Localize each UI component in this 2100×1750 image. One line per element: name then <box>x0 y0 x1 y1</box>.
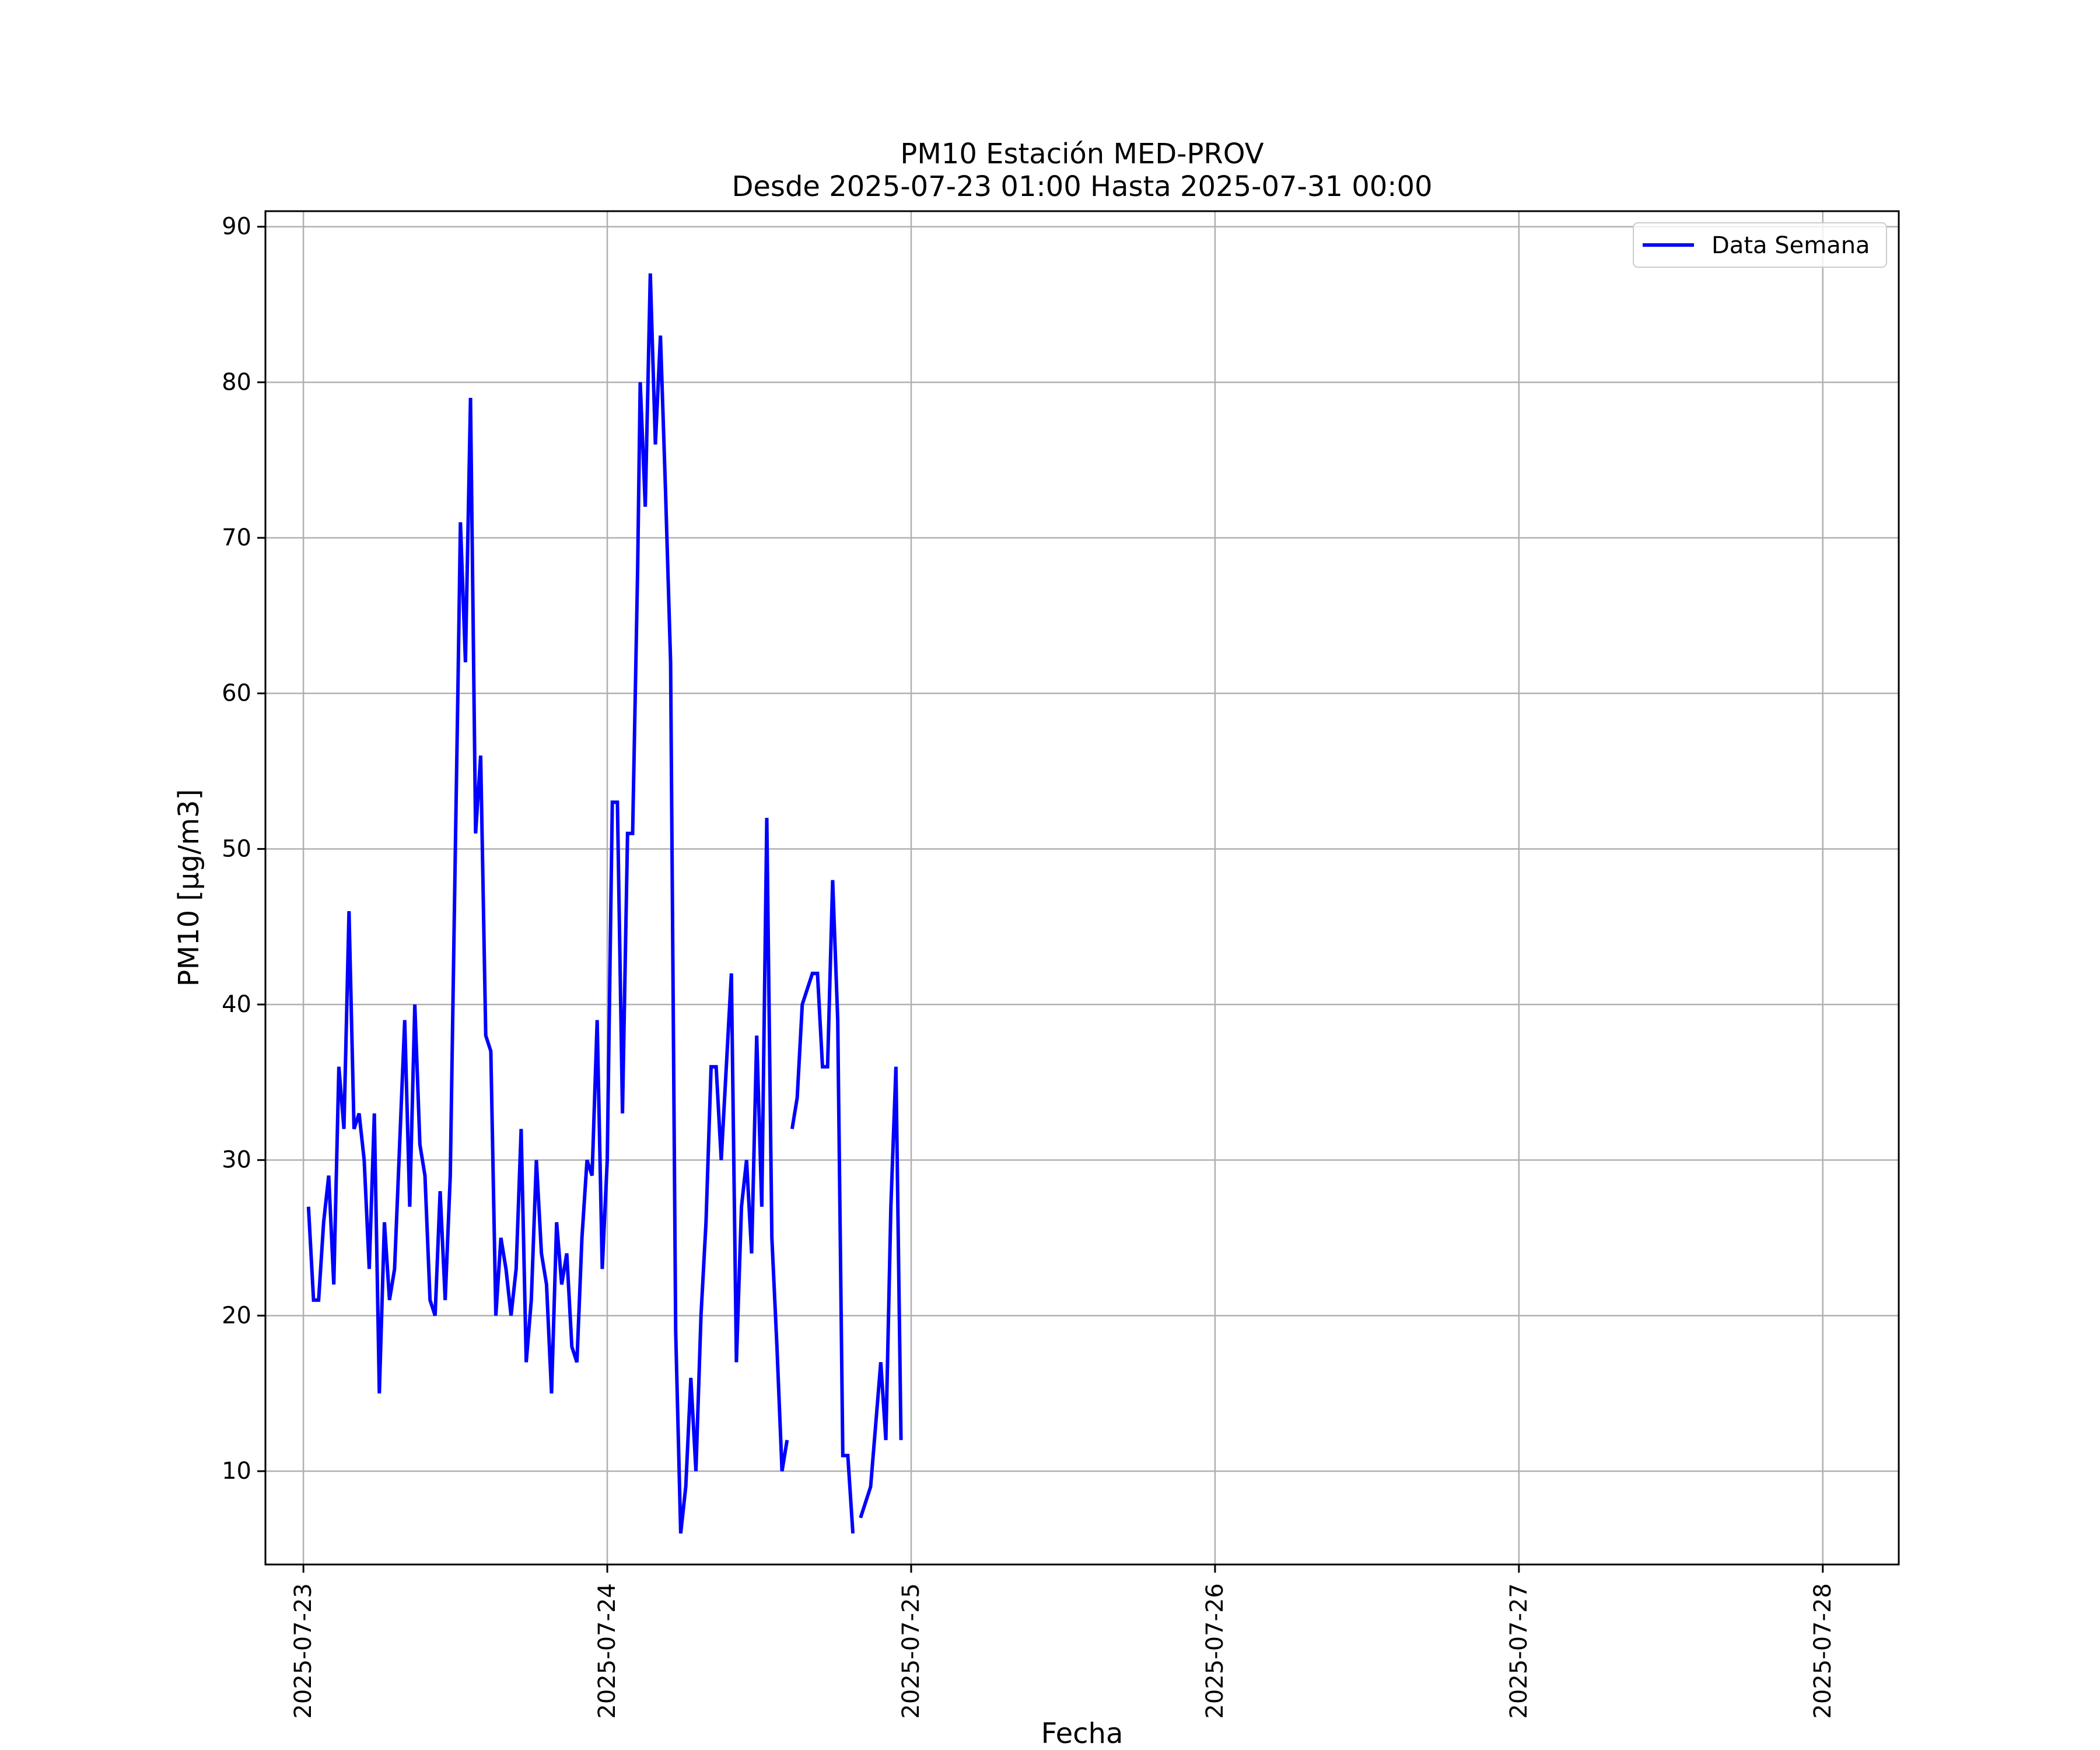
x-tick-label: 2025-07-23 <box>290 1583 317 1718</box>
legend: Data Semana <box>1633 222 1887 268</box>
x-tick-label: 2025-07-27 <box>1506 1583 1532 1718</box>
y-tick-label: 30 <box>222 1147 251 1174</box>
x-tick-label: 2025-07-28 <box>1810 1583 1836 1718</box>
series-line-segment <box>790 880 855 1534</box>
y-tick-label: 60 <box>222 680 251 707</box>
x-tick-label: 2025-07-24 <box>594 1583 621 1718</box>
y-axis-label: PM10 [μg/m3] <box>173 789 205 987</box>
y-tick-label: 40 <box>222 991 251 1018</box>
y-tick-label: 80 <box>222 369 251 396</box>
plot-frame <box>264 210 1900 1566</box>
y-tick-label: 10 <box>222 1458 251 1485</box>
y-tick-label: 90 <box>222 214 251 240</box>
x-axis-label: Fecha <box>1041 1717 1124 1750</box>
series-lines <box>306 273 903 1534</box>
series-line-segment <box>859 1066 903 1518</box>
legend-box <box>1633 222 1887 268</box>
x-tick-label: 2025-07-26 <box>1202 1583 1228 1718</box>
y-tick-label: 70 <box>222 524 251 551</box>
axis-ticks: 2025-07-23 2025-07-24 2025-07-25 2025-07-26… <box>222 214 1836 1719</box>
chart-subtitle: Desde 2025-07-23 01:00 Hasta 2025-07-31 … <box>732 170 1432 203</box>
series-line-segment <box>306 273 789 1534</box>
x-tick-label: 2025-07-25 <box>898 1583 925 1718</box>
legend-entry-data-semana: Data Semana <box>1712 232 1870 259</box>
y-tick-label: 20 <box>222 1302 251 1329</box>
chart-title: PM10 Estación MED-PROV <box>900 138 1264 170</box>
y-tick-label: 50 <box>222 835 251 862</box>
